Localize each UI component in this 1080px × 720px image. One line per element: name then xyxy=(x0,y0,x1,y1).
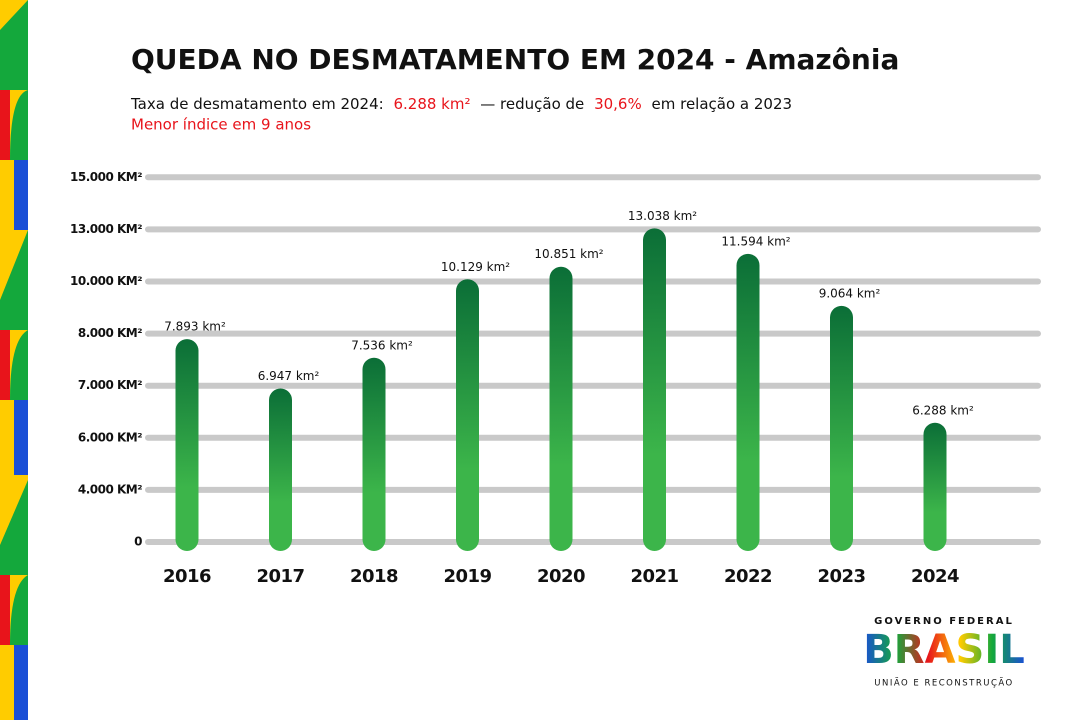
x-tick-label: 2024 xyxy=(911,566,959,587)
x-tick-label: 2022 xyxy=(724,566,772,587)
bar xyxy=(269,388,292,551)
bar xyxy=(923,422,947,551)
bar xyxy=(830,305,853,551)
bar xyxy=(643,228,666,551)
x-tick-label: 2018 xyxy=(350,566,398,587)
annotation: Menor índice em 9 anos xyxy=(131,116,311,134)
logo-tagline: UNIÃO E RECONSTRUÇÃO xyxy=(874,678,1013,689)
bar xyxy=(736,253,760,551)
y-tick-label: 6.000 KM² xyxy=(78,430,142,444)
subtitle-highlight: 30,6% xyxy=(594,95,642,113)
x-tick-label: 2023 xyxy=(817,566,865,587)
value-label: 11.594 km² xyxy=(721,234,790,248)
x-tick-label: 2017 xyxy=(256,566,304,587)
x-tick-label: 2016 xyxy=(163,566,211,587)
y-tick-label: 8.000 KM² xyxy=(78,326,142,340)
value-label: 6.288 km² xyxy=(912,403,974,417)
y-tick-label: 0 xyxy=(134,535,142,549)
y-tick-label: 7.000 KM² xyxy=(78,378,142,392)
logo-name: BRASIL xyxy=(863,627,1024,673)
subtitle-part: em relação a 2023 xyxy=(652,95,793,113)
x-tick-label: 2020 xyxy=(537,566,585,587)
bar xyxy=(175,339,199,551)
x-tick-label: 2019 xyxy=(443,566,491,587)
subtitle-part: — redução de xyxy=(480,95,584,113)
x-tick-label: 2021 xyxy=(630,566,678,587)
value-label: 6.947 km² xyxy=(258,369,320,383)
bar xyxy=(456,279,479,551)
value-label: 7.893 km² xyxy=(164,320,226,334)
subtitle: Taxa de desmatamento em 2024: 6.288 km² … xyxy=(130,95,792,113)
value-label: 13.038 km² xyxy=(628,209,697,223)
bar xyxy=(549,266,573,551)
logo-top: GOVERNO FEDERAL xyxy=(874,616,1014,627)
y-tick-label: 10.000 KM² xyxy=(70,274,142,288)
y-tick-label: 15.000 KM² xyxy=(70,170,142,184)
logo: GOVERNO FEDERAL BRASIL UNIÃO E RECONSTRU… xyxy=(863,616,1024,689)
value-label: 9.064 km² xyxy=(819,286,881,300)
y-tick-label: 13.000 KM² xyxy=(70,222,142,236)
value-label: 7.536 km² xyxy=(351,338,413,352)
value-label: 10.851 km² xyxy=(534,247,603,261)
subtitle-highlight: 6.288 km² xyxy=(393,95,470,113)
subtitle-part: Taxa de desmatamento em 2024: xyxy=(130,95,384,113)
value-label: 10.129 km² xyxy=(441,260,510,274)
side-stripe xyxy=(0,0,28,720)
bar xyxy=(362,357,386,551)
chart-title: QUEDA NO DESMATAMENTO EM 2024 - Amazônia xyxy=(131,43,899,76)
y-tick-label: 4.000 KM² xyxy=(78,482,142,496)
